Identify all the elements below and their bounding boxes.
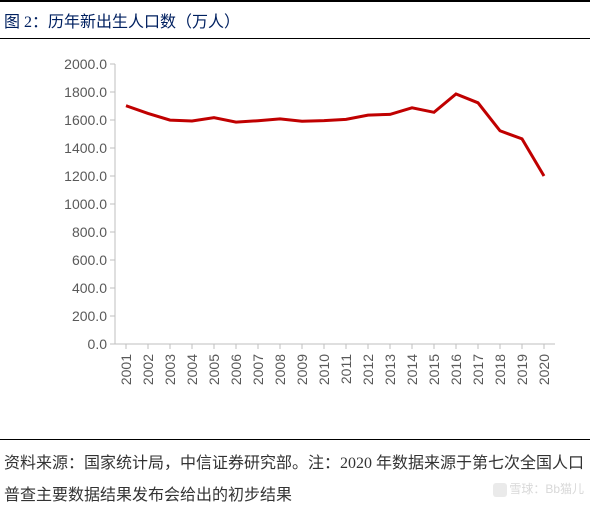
x-tick-label: 2016 — [448, 354, 464, 385]
chart-header: 图 2：历年新出生人口数（万人） — [0, 0, 590, 39]
y-tick-label: 1600.0 — [64, 112, 107, 128]
x-tick-label: 2018 — [492, 354, 508, 385]
x-tick-label: 2004 — [184, 354, 200, 385]
x-tick-label: 2006 — [228, 354, 244, 385]
y-tick-label: 1200.0 — [64, 168, 107, 184]
source-text: 资料来源：国家统计局，中信证券研究部。注：2020 年数据来源于第七次全国人口普… — [4, 455, 584, 504]
y-tick-label: 1400.0 — [64, 140, 107, 156]
chart-title: 图 2：历年新出生人口数（万人） — [4, 14, 240, 31]
x-tick-label: 2015 — [426, 354, 442, 385]
y-tick-label: 0.0 — [88, 336, 108, 352]
y-tick-label: 200.0 — [72, 308, 107, 324]
data-line — [126, 94, 544, 176]
x-tick-label: 2010 — [316, 354, 332, 385]
x-tick-label: 2005 — [206, 354, 222, 385]
x-tick-label: 2002 — [140, 354, 156, 385]
y-tick-label: 1800.0 — [64, 84, 107, 100]
line-chart-svg: 0.0 200.0 400.0 600.0 800.0 1000.0 1200.0 1400.… — [0, 39, 590, 439]
x-tick-label: 2001 — [118, 354, 134, 385]
x-tick-label: 2014 — [404, 354, 420, 385]
x-tick-label: 2019 — [514, 354, 530, 385]
y-tick-label: 800.0 — [72, 224, 107, 240]
y-tick-label: 2000.0 — [64, 56, 107, 72]
x-tick-label: 2020 — [536, 354, 552, 385]
y-tick-label: 600.0 — [72, 252, 107, 268]
y-tick-label: 400.0 — [72, 280, 107, 296]
chart-area: 0.0 200.0 400.0 600.0 800.0 1000.0 1200.0 1400.… — [0, 39, 590, 439]
x-tick-label: 2003 — [162, 354, 178, 385]
x-tick-label: 2013 — [382, 354, 398, 385]
x-tick-label: 2009 — [294, 354, 310, 385]
x-tick-label: 2017 — [470, 354, 486, 385]
x-tick-label: 2007 — [250, 354, 266, 385]
y-tick-label: 1000.0 — [64, 196, 107, 212]
x-tick-label: 2011 — [338, 354, 354, 384]
x-tick-label: 2012 — [360, 354, 376, 385]
x-tick-label: 2008 — [272, 354, 288, 385]
source-footer: 资料来源：国家统计局，中信证券研究部。注：2020 年数据来源于第七次全国人口普… — [0, 439, 590, 512]
